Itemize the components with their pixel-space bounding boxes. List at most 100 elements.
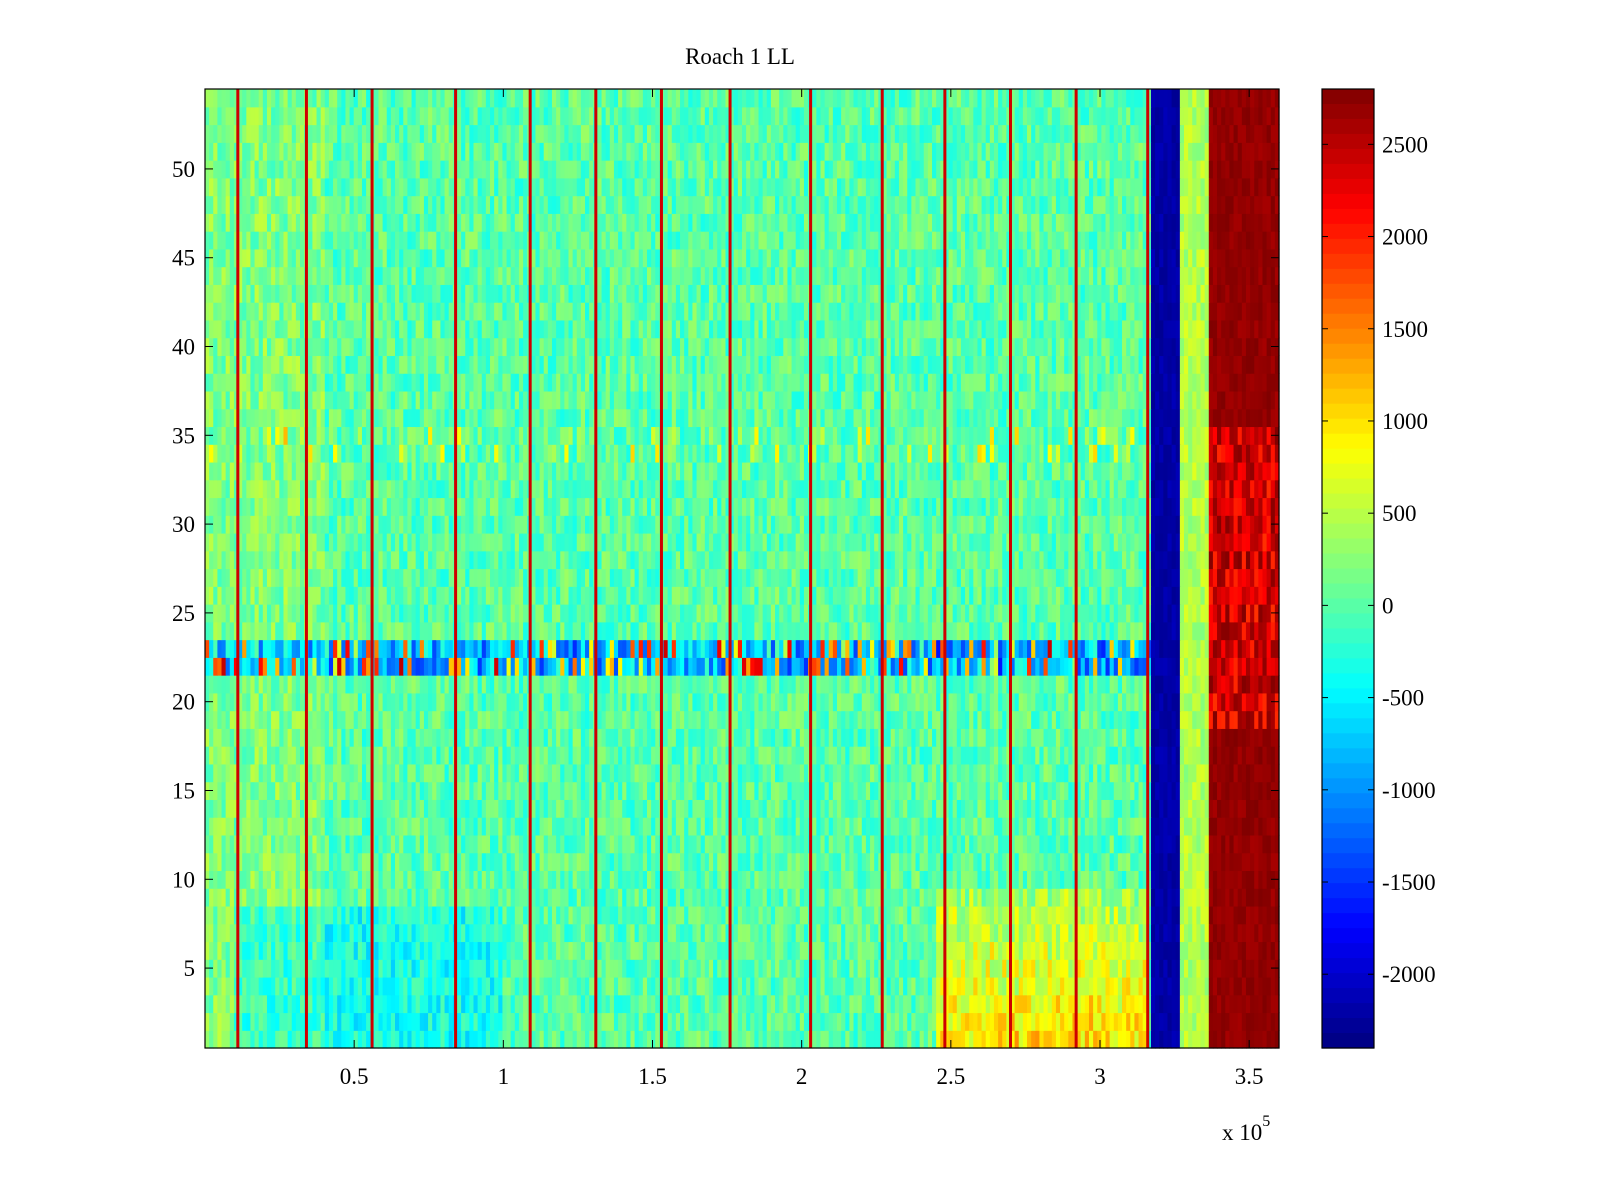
heatmap-cell [998,888,1003,907]
heatmap-cell [568,923,574,943]
heatmap-cell [1039,763,1045,783]
heatmap-cell [857,852,863,872]
heatmap-cell [436,852,442,872]
heatmap-cell [758,834,764,854]
heatmap-cell [246,959,252,978]
heatmap-cell [597,923,603,943]
heatmap-cell [1241,710,1247,729]
heatmap-cell [969,870,974,889]
heatmap-cell [238,799,243,818]
heatmap-cell [568,710,574,729]
heatmap-cell [977,817,983,836]
heatmap-cell [465,994,470,1014]
heatmap-cell [1229,905,1235,925]
heatmap-cell [1237,959,1243,978]
heatmap-cell [820,728,826,747]
heatmap-cell [680,781,685,800]
heatmap-cell [1217,834,1222,854]
heatmap-cell [1018,994,1024,1014]
heatmap-cell [382,888,388,907]
heatmap-cell [936,976,941,996]
heatmap-cell [713,834,718,854]
heatmap-cell [547,905,553,925]
heatmap-cell [1200,959,1206,978]
heatmap-cell [1200,781,1206,800]
heatmap-cell [444,976,450,996]
heatmap-cell [423,959,429,978]
heatmap-cell [361,817,367,836]
heatmap-cell [440,905,446,925]
heatmap-cell [1188,959,1193,978]
heatmap-cell [333,1012,338,1031]
heatmap-cell [1200,888,1206,907]
heatmap-cell [1204,710,1210,729]
heatmap-cell [948,763,954,783]
heatmap-cell [1208,763,1214,783]
heatmap-cell [238,763,243,783]
heatmap-cell [324,923,330,943]
heatmap-cell [989,941,995,960]
heatmap-cell [1076,746,1082,765]
heatmap-cell [1250,941,1255,960]
heatmap-cell [1047,888,1053,907]
heatmap-cell [547,710,553,729]
heatmap-cell [721,710,727,729]
heatmap-cell [725,763,731,783]
heatmap-cell [675,941,681,960]
heatmap-cell [477,923,483,943]
heatmap-cell [324,834,330,854]
heatmap-cell [1043,799,1049,818]
heatmap-cell [531,1012,537,1031]
heatmap-cell [1204,941,1210,960]
heatmap-cell [1022,923,1028,943]
heatmap-cell [1167,941,1173,960]
heatmap-cell [634,888,640,907]
heatmap-cell [1126,781,1131,800]
heatmap-cell [849,763,855,783]
heatmap-cell [1200,763,1206,783]
heatmap-cell [812,799,817,818]
heatmap-cell [622,976,627,996]
heatmap-cell [262,710,268,729]
heatmap-cell [1167,710,1173,729]
heatmap-cell [345,728,351,747]
heatmap-cell [1084,834,1090,854]
heatmap-cell [1192,923,1197,943]
heatmap-cell [597,799,603,818]
heatmap-cell [1014,888,1020,907]
heatmap-cell [998,710,1003,729]
heatmap-cell [283,976,289,996]
heatmap-cell [382,976,388,996]
heatmap-cell [766,888,772,907]
heatmap-cell [1084,959,1090,978]
heatmap-cell [605,870,611,889]
heatmap-cell [1225,852,1231,872]
heatmap-cell [1051,834,1057,854]
heatmap-cell [1035,817,1041,836]
heatmap-cell [642,1030,648,1049]
heatmap-cell [1270,1012,1276,1031]
heatmap-cell [824,1030,830,1049]
heatmap-cell [1006,781,1012,800]
heatmap-cell [1117,959,1123,978]
heatmap-cell [1051,976,1057,996]
heatmap-cell [758,888,764,907]
heatmap-cell [1208,834,1214,854]
heatmap-cell [940,923,946,943]
heatmap-cell [952,923,958,943]
heatmap-cell [209,710,214,729]
heatmap-cell [254,852,260,872]
heatmap-cell [754,817,760,836]
heatmap-cell [1031,852,1036,872]
heatmap-cell [1134,817,1140,836]
heatmap-cell [894,959,900,978]
heatmap-cell [965,852,970,872]
heatmap-cell [589,710,594,729]
heatmap-cell [1113,870,1119,889]
heatmap-cell [1093,799,1098,818]
heatmap-cell [1088,799,1094,818]
heatmap-cell [238,710,243,729]
heatmap-cell [1080,923,1086,943]
heatmap-cell [1031,817,1036,836]
heatmap-cell [320,923,326,943]
